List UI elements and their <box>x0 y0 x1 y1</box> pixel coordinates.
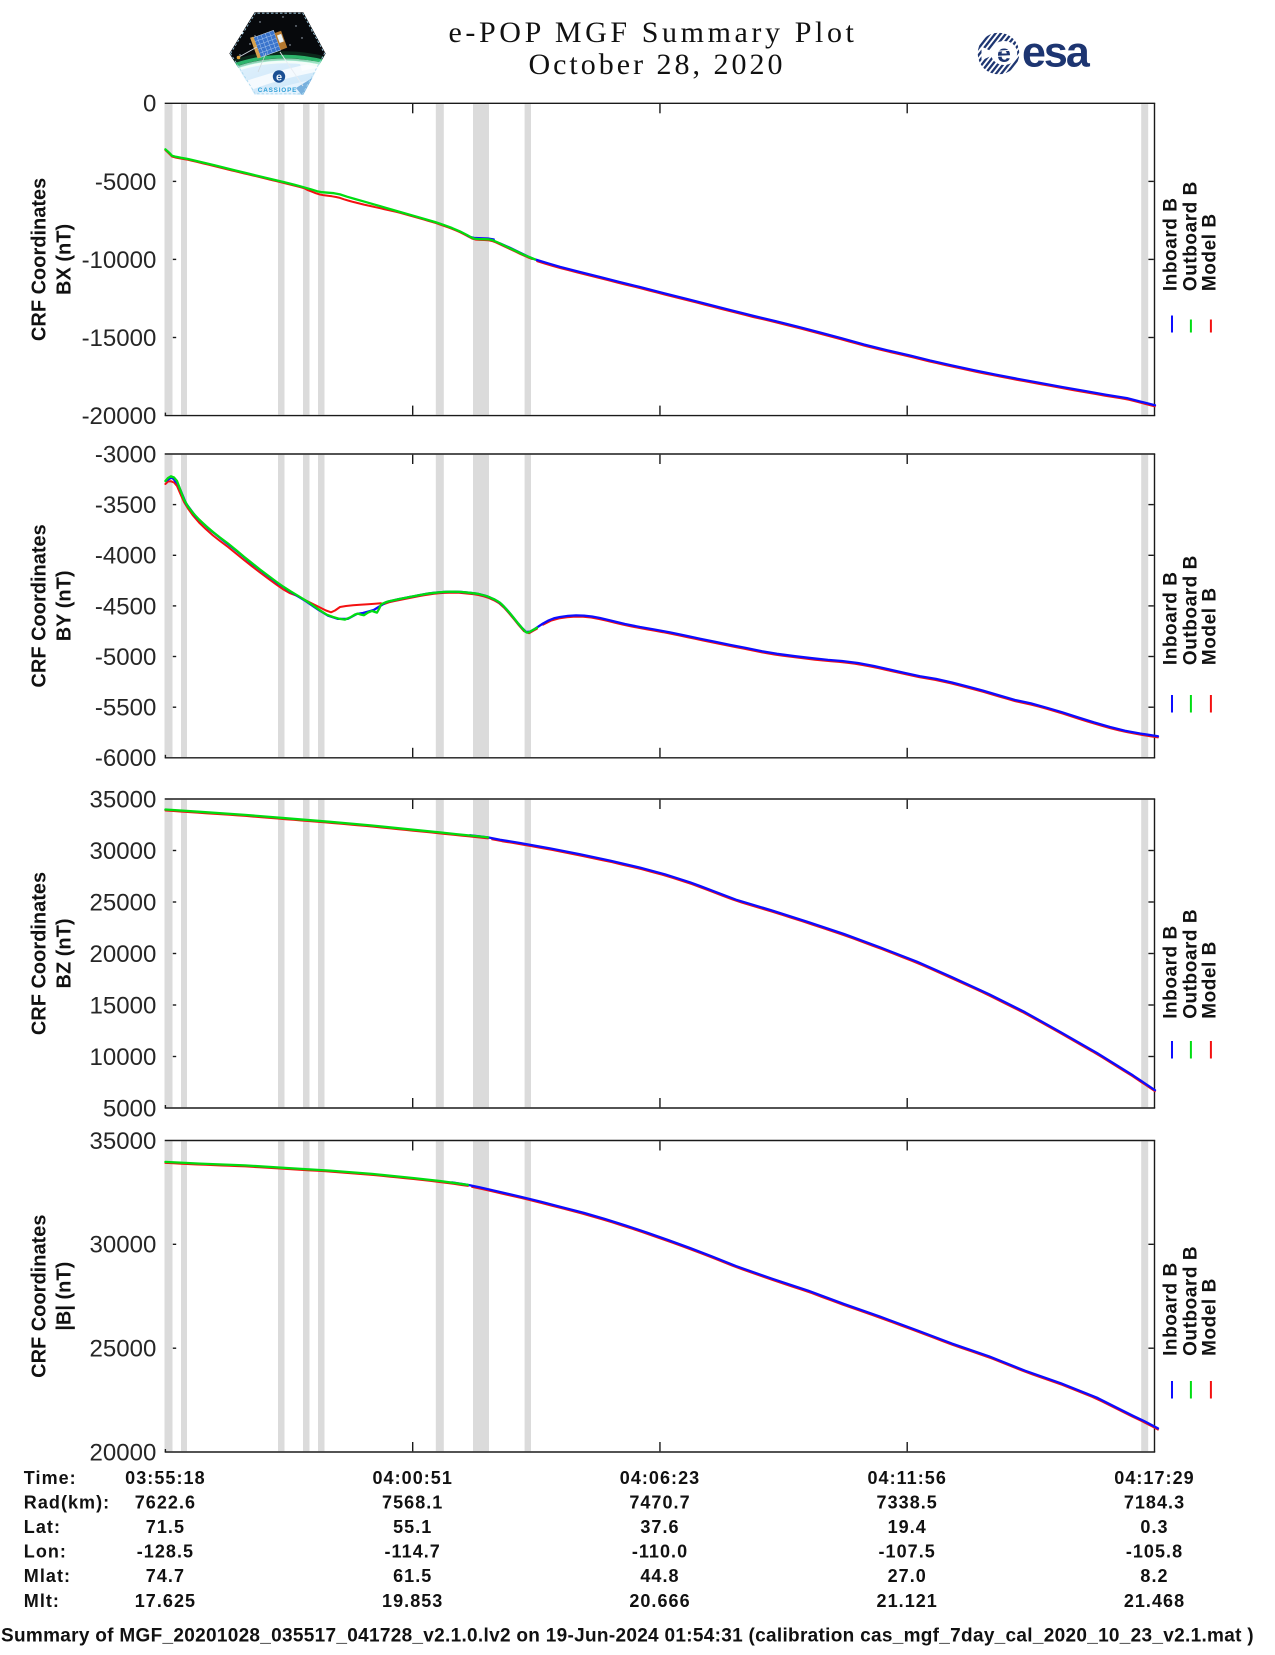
svg-text:e-POP MGF Summary Plot: e-POP MGF Summary Plot <box>449 16 858 49</box>
svg-text:CASSIOPE: CASSIOPE <box>258 87 297 94</box>
svg-text:19.853: 19.853 <box>382 1591 443 1611</box>
svg-text:Model B: Model B <box>1200 587 1221 665</box>
svg-text:Inboard B: Inboard B <box>1160 197 1181 291</box>
svg-text:30000: 30000 <box>90 838 157 865</box>
svg-text:Inboard B: Inboard B <box>1160 925 1181 1019</box>
svg-text:7338.5: 7338.5 <box>877 1492 938 1512</box>
svg-text:-10000: -10000 <box>82 247 157 274</box>
svg-text:BZ (nT): BZ (nT) <box>54 919 76 989</box>
svg-text:BY (nT): BY (nT) <box>54 571 76 642</box>
svg-text:e: e <box>997 40 1011 68</box>
svg-text:-110.0: -110.0 <box>632 1542 688 1562</box>
svg-text:7622.6: 7622.6 <box>135 1492 196 1512</box>
svg-text:0.3: 0.3 <box>1140 1517 1168 1537</box>
svg-text:Time:: Time: <box>24 1468 77 1488</box>
svg-text:Model B: Model B <box>1200 941 1221 1019</box>
svg-text:-3500: -3500 <box>95 492 156 519</box>
svg-text:Mlat:: Mlat: <box>24 1566 71 1586</box>
svg-text:15000: 15000 <box>90 992 157 1019</box>
svg-text:21.468: 21.468 <box>1124 1591 1185 1611</box>
svg-text:21.121: 21.121 <box>877 1591 938 1611</box>
svg-text:BX (nT): BX (nT) <box>54 224 76 295</box>
svg-text:30000: 30000 <box>90 1232 157 1259</box>
svg-text:10000: 10000 <box>90 1044 157 1071</box>
svg-text:Outboard B: Outboard B <box>1180 555 1201 665</box>
svg-text:25000: 25000 <box>90 1336 157 1363</box>
svg-text:Model B: Model B <box>1200 213 1221 291</box>
svg-text:-4000: -4000 <box>95 543 156 570</box>
svg-text:35000: 35000 <box>90 1128 157 1155</box>
svg-text:17.625: 17.625 <box>135 1591 196 1611</box>
svg-text:55.1: 55.1 <box>393 1517 432 1537</box>
svg-text:Lat:: Lat: <box>24 1517 61 1537</box>
svg-text:-20000: -20000 <box>82 403 157 430</box>
svg-text:Outboard B: Outboard B <box>1180 181 1201 291</box>
svg-text:7470.7: 7470.7 <box>629 1492 690 1512</box>
svg-text:October 28, 2020: October 28, 2020 <box>528 48 785 81</box>
svg-text:Inboard B: Inboard B <box>1160 571 1181 665</box>
svg-text:CRF Coordinates: CRF Coordinates <box>29 178 51 341</box>
svg-text:Outboard B: Outboard B <box>1180 909 1201 1019</box>
svg-text:04:06:23: 04:06:23 <box>620 1468 700 1488</box>
svg-text:04:00:51: 04:00:51 <box>372 1468 452 1488</box>
svg-text:-3000: -3000 <box>95 441 156 468</box>
svg-text:35000: 35000 <box>90 786 157 813</box>
svg-text:8.2: 8.2 <box>1140 1566 1168 1586</box>
svg-text:-128.5: -128.5 <box>137 1542 194 1562</box>
svg-text:20000: 20000 <box>90 1439 157 1466</box>
svg-text:Model B: Model B <box>1200 1278 1221 1356</box>
svg-text:-5000: -5000 <box>95 169 156 196</box>
svg-text:-6000: -6000 <box>95 745 156 772</box>
svg-text:19.4: 19.4 <box>888 1517 927 1537</box>
svg-text:-114.7: -114.7 <box>385 1542 441 1562</box>
svg-text:44.8: 44.8 <box>640 1566 679 1586</box>
svg-text:20000: 20000 <box>90 941 157 968</box>
svg-text:CRF Coordinates: CRF Coordinates <box>29 872 51 1035</box>
svg-text:-15000: -15000 <box>82 325 157 352</box>
svg-text:Rad(km):: Rad(km): <box>24 1492 110 1512</box>
svg-text:-5000: -5000 <box>95 644 156 671</box>
svg-text:20.666: 20.666 <box>629 1591 690 1611</box>
svg-text:Mlt:: Mlt: <box>24 1591 60 1611</box>
svg-text:71.5: 71.5 <box>146 1517 185 1537</box>
svg-text:0: 0 <box>143 91 156 118</box>
svg-text:27.0: 27.0 <box>888 1566 927 1586</box>
svg-text:Lon:: Lon: <box>24 1542 67 1562</box>
svg-text:Outboard B: Outboard B <box>1180 1246 1201 1356</box>
svg-text:|B| (nT): |B| (nT) <box>54 1262 76 1331</box>
svg-text:04:11:56: 04:11:56 <box>867 1468 946 1488</box>
svg-text:74.7: 74.7 <box>146 1566 185 1586</box>
svg-text:03:55:18: 03:55:18 <box>125 1468 205 1488</box>
svg-text:7568.1: 7568.1 <box>382 1492 443 1512</box>
svg-text:25000: 25000 <box>90 889 157 916</box>
svg-text:-5500: -5500 <box>95 695 156 722</box>
svg-text:5000: 5000 <box>103 1095 156 1122</box>
svg-text:CRF Coordinates: CRF Coordinates <box>29 524 51 687</box>
svg-text:-105.8: -105.8 <box>1126 1542 1183 1562</box>
svg-text:61.5: 61.5 <box>393 1566 432 1586</box>
svg-text:-107.5: -107.5 <box>879 1542 936 1562</box>
svg-text:Summary of MGF_20201028_035517: Summary of MGF_20201028_035517_041728_v2… <box>1 1626 1254 1647</box>
svg-text:37.6: 37.6 <box>640 1517 679 1537</box>
svg-text:7184.3: 7184.3 <box>1124 1492 1185 1512</box>
svg-text:-4500: -4500 <box>95 593 156 620</box>
svg-text:04:17:29: 04:17:29 <box>1114 1468 1194 1488</box>
svg-text:CRF Coordinates: CRF Coordinates <box>29 1215 51 1378</box>
svg-text:esa: esa <box>1022 29 1091 77</box>
svg-text:Inboard B: Inboard B <box>1160 1262 1181 1356</box>
svg-text:e: e <box>276 72 282 84</box>
